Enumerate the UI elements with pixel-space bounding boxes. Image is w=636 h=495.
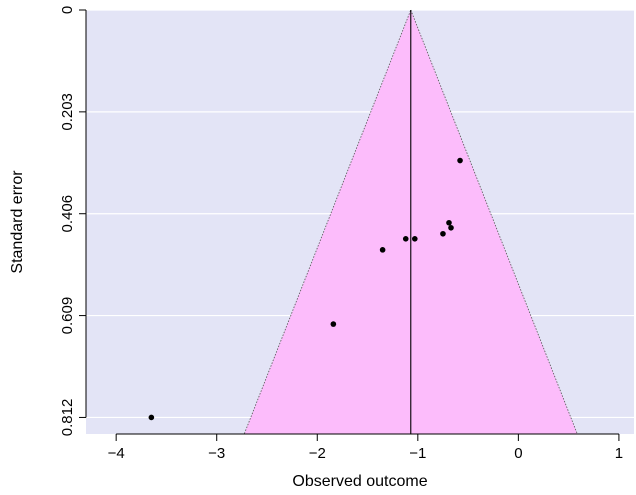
data-point — [330, 321, 337, 327]
data-points — [148, 157, 463, 421]
x-tick-label: −4 — [108, 445, 125, 462]
y-axis: 0 0.203 0.406 0.609 0.812 — [59, 6, 87, 437]
data-point — [412, 236, 418, 242]
x-tick-label: −1 — [409, 445, 426, 462]
y-tick-label: 0.203 — [59, 93, 76, 131]
data-point — [446, 219, 452, 226]
x-tick-label: −3 — [208, 445, 225, 462]
data-point — [440, 230, 446, 237]
data-point — [402, 236, 409, 242]
x-tick-label: 1 — [615, 445, 623, 462]
y-tick-label: 0.812 — [59, 399, 76, 437]
data-point — [448, 224, 454, 231]
data-point — [148, 414, 155, 421]
data-point — [379, 247, 386, 253]
y-axis-title: Standard error — [9, 170, 26, 274]
x-tick-label: −2 — [309, 445, 326, 462]
data-point — [457, 157, 463, 164]
x-axis: −4 −3 −2 −1 0 1 — [108, 433, 623, 462]
x-axis-title: Observed outcome — [292, 473, 427, 490]
y-tick-label: 0.406 — [59, 195, 76, 233]
x-tick-label: 0 — [514, 445, 522, 462]
y-tick-label: 0.609 — [59, 297, 76, 335]
y-tick-label: 0 — [59, 6, 76, 14]
